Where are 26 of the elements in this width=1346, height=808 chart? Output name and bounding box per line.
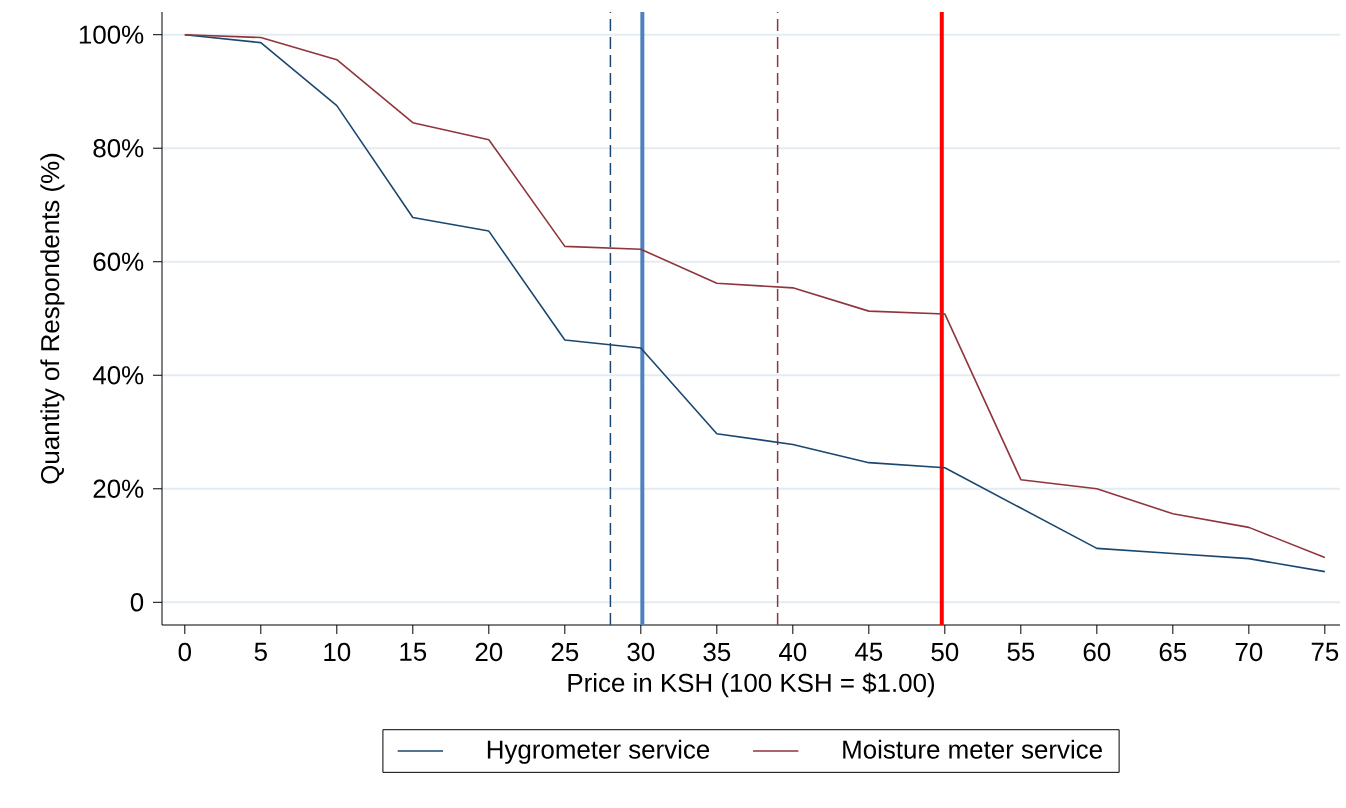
y-tick-label: 60%: [93, 252, 144, 271]
x-tick-label: 55: [1007, 642, 1035, 661]
x-tick-label: 0: [178, 642, 191, 662]
x-tick-label: 40: [779, 642, 807, 662]
y-tick-label: 40%: [92, 366, 144, 385]
y-axis-title: Quantity of Respondents (%): [40, 153, 65, 484]
legend-label: Moisture meter service: [843, 739, 1102, 759]
x-tick-label: 35: [703, 642, 731, 662]
x-tick-label: 25: [551, 642, 579, 662]
x-tick-label: 70: [1235, 642, 1263, 662]
x-tick-label: 10: [324, 642, 351, 662]
x-tick-label: 15: [400, 642, 427, 661]
x-tick-label: 75: [1311, 642, 1339, 661]
legend-label: Hygrometer service: [487, 739, 710, 764]
x-tick-label: 20: [475, 642, 503, 662]
y-tick-label: 20%: [93, 479, 144, 498]
x-tick-label: 65: [1159, 642, 1187, 662]
y-tick-label: 0: [130, 593, 144, 612]
x-tick-label: 60: [1083, 642, 1111, 662]
x-tick-label: 45: [855, 642, 883, 661]
x-tick-label: 5: [254, 642, 267, 661]
x-tick-label: 30: [627, 642, 655, 662]
y-tick-label: 100%: [79, 25, 144, 44]
y-tick-label: 80%: [93, 139, 144, 158]
x-axis-title: Price in KSH (100 KSH = $1.00): [568, 672, 934, 698]
x-tick-label: 50: [931, 642, 959, 662]
